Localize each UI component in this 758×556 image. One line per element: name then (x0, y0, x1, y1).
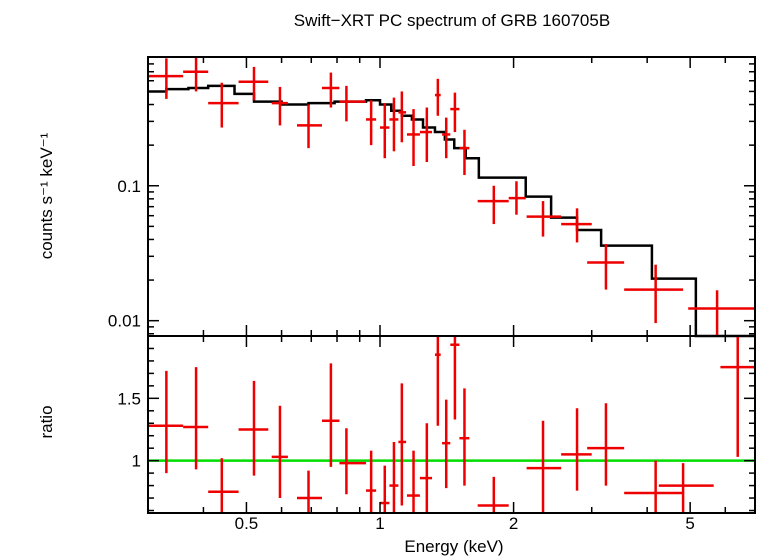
data-point (658, 463, 714, 513)
ratio-panel: 11.5 (117, 335, 756, 514)
data-point (561, 208, 592, 243)
data-point (477, 476, 509, 513)
data-point (380, 103, 390, 159)
data-point (271, 405, 288, 499)
data-point (321, 72, 340, 108)
data-point (208, 458, 239, 513)
spectrum-y-axis-label: counts s⁻¹ keV⁻¹ (37, 132, 56, 259)
data-point (339, 428, 367, 495)
x-tick-label: 0.5 (235, 514, 259, 533)
data-point (339, 85, 367, 122)
data-point (183, 367, 209, 470)
data-point (526, 420, 562, 513)
data-point (389, 441, 399, 513)
model-histogram (148, 84, 755, 338)
y-tick-label: 1.5 (117, 389, 141, 408)
data-point (406, 450, 420, 513)
x-tick-label: 5 (685, 514, 694, 533)
data-point (419, 107, 433, 162)
data-point (148, 58, 184, 99)
data-point (208, 82, 239, 128)
data-point (459, 129, 470, 176)
data-point (624, 460, 684, 513)
data-point (720, 336, 755, 457)
data-point (442, 117, 451, 159)
chart-title: Swift−XRT PC spectrum of GRB 160705B (294, 11, 610, 30)
y-tick-label: 0.1 (117, 177, 141, 196)
ratio-y-axis-label: ratio (37, 405, 56, 438)
data-point (587, 403, 625, 486)
data-point (624, 264, 684, 324)
ratio-frame (147, 335, 756, 514)
data-point (321, 363, 340, 467)
data-point (561, 408, 592, 491)
data-point (148, 370, 184, 474)
data-point (587, 244, 625, 290)
data-point (398, 383, 407, 506)
data-point (526, 201, 562, 237)
x-tick-label: 2 (509, 514, 518, 533)
data-point (389, 97, 399, 152)
x-axis-label: Energy (keV) (404, 537, 503, 556)
data-point (183, 57, 209, 92)
y-tick-label: 0.01 (108, 312, 141, 331)
y-tick-label: 1 (132, 452, 141, 471)
data-point (688, 290, 755, 336)
data-point (406, 109, 420, 167)
data-point (366, 450, 377, 513)
data-point (271, 86, 288, 126)
data-point (459, 388, 470, 486)
data-point (508, 181, 526, 215)
data-point (477, 185, 509, 225)
data-point (398, 91, 407, 143)
data-point (442, 399, 451, 489)
data-point (380, 465, 390, 513)
data-point (238, 380, 269, 476)
data-point (296, 104, 322, 149)
data-point (450, 336, 460, 420)
x-tick-label: 1 (375, 514, 384, 533)
data-point (450, 92, 460, 133)
data-point (238, 66, 269, 101)
data-point (419, 423, 433, 513)
data-point (434, 336, 441, 426)
data-point (366, 100, 377, 146)
spectrum-frame (147, 56, 756, 337)
spectrum-panel: 0.1 0.01 (108, 56, 756, 338)
data-point (434, 78, 441, 116)
data-point (296, 470, 322, 513)
